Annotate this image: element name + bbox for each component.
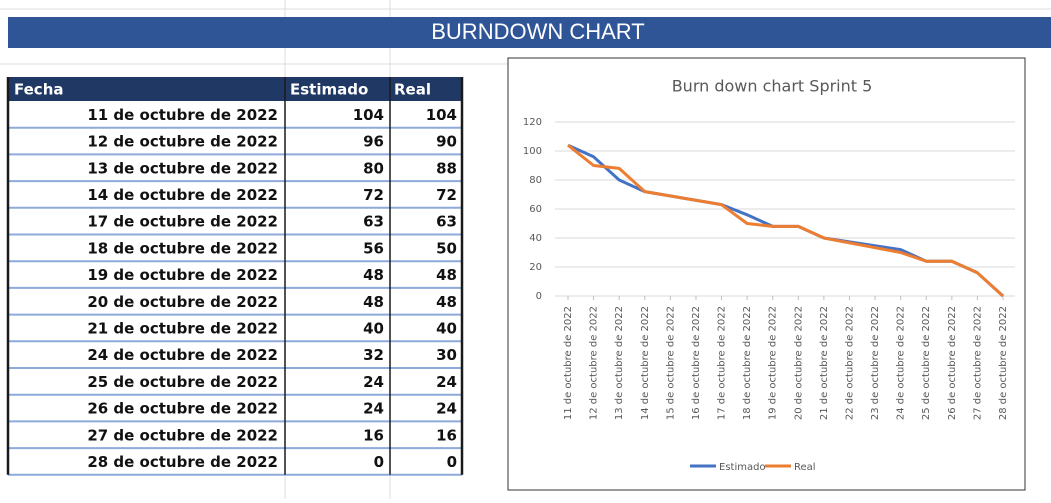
- date-cell: 18 de octubre de 2022: [87, 239, 278, 257]
- x-tick-label: 25 de octubre de 2022: [921, 306, 932, 420]
- number-cell: 24: [436, 400, 457, 418]
- x-tick-label: 22 de octubre de 2022: [844, 306, 855, 420]
- date-cell: 21 de octubre de 2022: [87, 319, 278, 337]
- chart-title: Burn down chart Sprint 5: [672, 77, 873, 96]
- number-cell: 0: [374, 453, 384, 471]
- y-tick-label: 0: [536, 291, 542, 302]
- x-tick-label: 27 de octubre de 2022: [972, 306, 983, 420]
- date-cell: 17 de octubre de 2022: [87, 213, 278, 231]
- date-cell: 27 de octubre de 2022: [87, 426, 278, 444]
- number-cell: 24: [436, 373, 457, 391]
- y-tick-label: 20: [529, 262, 542, 273]
- date-cell: 28 de octubre de 2022: [87, 453, 278, 471]
- y-tick-label: 40: [529, 233, 542, 244]
- number-cell: 48: [363, 266, 384, 284]
- series-line: [567, 144, 1005, 298]
- column-header: Fecha: [14, 81, 64, 99]
- x-tick-label: 24 de octubre de 2022: [896, 306, 907, 420]
- number-cell: 72: [436, 186, 457, 204]
- date-cell: 11 de octubre de 2022: [87, 106, 278, 124]
- column-header: Estimado: [290, 81, 368, 99]
- number-cell: 96: [363, 133, 384, 151]
- x-tick-label: 17 de octubre de 2022: [717, 306, 728, 420]
- y-tick-label: 100: [523, 146, 542, 157]
- number-cell: 48: [436, 266, 457, 284]
- y-tick-label: 80: [529, 175, 542, 186]
- date-cell: 25 de octubre de 2022: [87, 373, 278, 391]
- date-cell: 12 de octubre de 2022: [87, 133, 278, 151]
- number-cell: 48: [436, 293, 457, 311]
- date-cell: 24 de octubre de 2022: [87, 346, 278, 364]
- date-cell: 20 de octubre de 2022: [87, 293, 278, 311]
- date-cell: 19 de octubre de 2022: [87, 266, 278, 284]
- number-cell: 16: [436, 426, 457, 444]
- x-tick-label: 16 de octubre de 2022: [691, 306, 702, 420]
- number-cell: 72: [363, 186, 384, 204]
- column-header: Real: [394, 81, 431, 99]
- x-tick-label: 13 de octubre de 2022: [614, 306, 625, 420]
- x-tick-label: 19 de octubre de 2022: [768, 306, 779, 420]
- number-cell: 24: [363, 400, 384, 418]
- number-cell: 48: [363, 293, 384, 311]
- number-cell: 63: [436, 213, 457, 231]
- x-tick-label: 11 de octubre de 2022: [563, 306, 574, 420]
- number-cell: 32: [363, 346, 384, 364]
- date-cell: 26 de octubre de 2022: [87, 400, 278, 418]
- number-cell: 16: [363, 426, 384, 444]
- y-tick-label: 120: [523, 117, 542, 128]
- number-cell: 63: [363, 213, 384, 231]
- table-header: [8, 77, 462, 101]
- number-cell: 0: [447, 453, 457, 471]
- number-cell: 104: [426, 106, 457, 124]
- y-tick-label: 60: [529, 204, 542, 215]
- x-tick-label: 15 de octubre de 2022: [665, 306, 676, 420]
- number-cell: 50: [436, 239, 457, 257]
- number-cell: 30: [436, 346, 457, 364]
- legend-label: Estimado: [719, 462, 766, 473]
- legend-label: Real: [794, 462, 816, 473]
- title-band: [8, 17, 1051, 48]
- number-cell: 40: [436, 319, 457, 337]
- x-tick-label: 21 de octubre de 2022: [819, 306, 830, 420]
- x-tick-label: 18 de octubre de 2022: [742, 306, 753, 420]
- chart-frame: [507, 57, 1026, 491]
- date-cell: 14 de octubre de 2022: [87, 186, 278, 204]
- x-tick-label: 12 de octubre de 2022: [589, 306, 600, 420]
- number-cell: 80: [363, 159, 384, 177]
- number-cell: 104: [353, 106, 384, 124]
- x-tick-label: 26 de octubre de 2022: [947, 306, 958, 420]
- x-tick-label: 14 de octubre de 2022: [640, 306, 651, 420]
- date-cell: 13 de octubre de 2022: [87, 159, 278, 177]
- x-tick-label: 23 de octubre de 2022: [870, 306, 881, 420]
- number-cell: 40: [363, 319, 384, 337]
- sheet-title: BURNDOWN CHART: [431, 19, 644, 44]
- number-cell: 88: [436, 159, 457, 177]
- x-tick-label: 28 de octubre de 2022: [998, 306, 1009, 420]
- number-cell: 24: [363, 373, 384, 391]
- number-cell: 90: [436, 133, 457, 151]
- number-cell: 56: [363, 239, 384, 257]
- x-tick-label: 20 de octubre de 2022: [793, 306, 804, 420]
